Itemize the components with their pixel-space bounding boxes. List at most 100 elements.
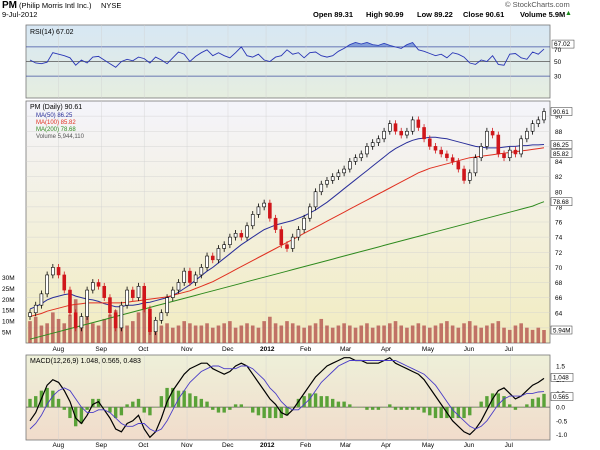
price-candle bbox=[513, 149, 518, 155]
macd-histogram-bar bbox=[245, 407, 249, 408]
volume-bar bbox=[228, 321, 232, 343]
price-candle bbox=[131, 289, 135, 298]
volume-bar bbox=[142, 294, 147, 343]
macd-histogram-bar bbox=[405, 407, 409, 410]
volume-bar bbox=[479, 327, 483, 343]
month-label: Jun bbox=[464, 442, 475, 449]
macd-histogram-bar bbox=[496, 393, 501, 408]
volume-bar bbox=[125, 325, 129, 343]
macd-histogram-bar bbox=[153, 407, 158, 408]
price-candle bbox=[113, 312, 118, 329]
rsi-overbought-fill bbox=[346, 42, 417, 47]
volume-bar bbox=[296, 325, 301, 343]
volume-bar bbox=[159, 325, 164, 343]
ma50-line bbox=[29, 136, 545, 310]
macd-value-badge-label: 1.048 bbox=[553, 375, 569, 382]
volume-bar bbox=[393, 321, 398, 343]
price-value-badge-label: 78.68 bbox=[553, 199, 569, 206]
price-value-badge bbox=[550, 107, 573, 116]
month-label: Feb bbox=[300, 442, 312, 449]
volume-bar bbox=[45, 323, 49, 343]
volume-bar bbox=[490, 323, 495, 343]
price-axis-label: 74 bbox=[555, 235, 563, 242]
price-candle bbox=[473, 157, 478, 174]
macd-histogram-bar bbox=[56, 398, 61, 408]
volume-bar bbox=[336, 325, 341, 343]
macd-histogram-bar bbox=[342, 401, 346, 408]
price-candle bbox=[182, 270, 186, 283]
price-candle bbox=[285, 244, 289, 249]
price-candle bbox=[199, 267, 204, 276]
price-candle bbox=[73, 312, 78, 329]
macd-legend: MACD(12,26,9) 1.048, 0.565, 0.483 bbox=[30, 358, 141, 365]
price-candle bbox=[530, 123, 535, 132]
month-label: Jul bbox=[505, 442, 514, 449]
macd-histogram-bar bbox=[370, 407, 375, 410]
price-candle bbox=[119, 304, 124, 329]
macd-histogram-bar bbox=[422, 407, 426, 413]
price-candle bbox=[490, 130, 495, 136]
volume-axis-label: 30M bbox=[2, 275, 15, 282]
volume-bar bbox=[28, 321, 32, 343]
price-candle bbox=[279, 229, 284, 245]
volume-bar bbox=[51, 312, 55, 343]
macd-panel bbox=[25, 354, 551, 441]
price-candle bbox=[245, 225, 249, 238]
volume-value-badge-label: 5.94M bbox=[553, 327, 571, 334]
company-name: (Philip Morris Intl Inc.) bbox=[19, 1, 92, 10]
macd-histogram-bar bbox=[125, 404, 129, 408]
price-candle bbox=[216, 248, 221, 261]
volume-bar bbox=[382, 325, 386, 343]
macd-axis-label: 1.5 bbox=[556, 363, 565, 370]
volume-axis-label: 5M bbox=[2, 330, 11, 337]
month-label: Nov bbox=[181, 442, 193, 449]
macd-histogram-bar bbox=[96, 398, 101, 408]
price-axis-label: 80 bbox=[555, 189, 563, 196]
ticker-symbol: PM bbox=[2, 0, 17, 11]
macd-histogram-bar bbox=[159, 396, 164, 408]
macd-axis-label: -0.5 bbox=[556, 418, 568, 425]
macd-histogram-bar bbox=[171, 387, 175, 408]
macd-histogram-bar bbox=[62, 407, 66, 410]
month-label: Sep bbox=[95, 346, 107, 353]
price-candle bbox=[387, 123, 392, 132]
price-candle bbox=[96, 282, 101, 287]
price-axis-label: 88 bbox=[555, 129, 563, 136]
month-label: Dec bbox=[222, 346, 234, 353]
price-candle bbox=[33, 304, 38, 314]
macd-histogram-bar bbox=[479, 401, 483, 408]
open-value: Open 89.31 bbox=[313, 10, 354, 19]
macd-histogram-bar bbox=[382, 407, 386, 408]
macd-histogram-bar bbox=[211, 407, 215, 410]
macd-histogram-bar bbox=[456, 407, 461, 419]
volume-bar bbox=[473, 325, 478, 343]
macd-histogram-bar bbox=[285, 407, 289, 416]
volume-bar bbox=[62, 323, 67, 343]
price-candle bbox=[445, 153, 449, 159]
price-candle bbox=[416, 119, 421, 128]
price-candle bbox=[410, 119, 415, 132]
volume-bar bbox=[502, 327, 506, 343]
price-candle bbox=[485, 130, 489, 147]
stockcharts-watermark: © StockCharts.com bbox=[505, 0, 570, 9]
volume-bar bbox=[108, 314, 112, 343]
price-axis-label: 76 bbox=[555, 220, 563, 227]
macd-value-badge bbox=[550, 392, 574, 401]
volume-bar bbox=[256, 327, 261, 343]
macd-histogram-bar bbox=[136, 398, 141, 408]
price-candle bbox=[176, 282, 181, 291]
macd-histogram-bar bbox=[416, 407, 421, 410]
rsi-axis-label: 30 bbox=[554, 74, 562, 81]
macd-histogram-bar bbox=[199, 398, 204, 408]
price-candle bbox=[256, 206, 261, 215]
volume-bar bbox=[456, 327, 461, 343]
rsi-axis-label: 70 bbox=[554, 47, 562, 54]
macd-histogram-bar bbox=[439, 407, 443, 419]
volume-bar bbox=[33, 316, 38, 343]
volume-bar bbox=[467, 321, 472, 343]
volume-bar bbox=[85, 316, 89, 343]
month-label: May bbox=[422, 346, 435, 353]
month-label: Apr bbox=[381, 442, 392, 449]
macd-histogram-bar bbox=[45, 387, 49, 408]
